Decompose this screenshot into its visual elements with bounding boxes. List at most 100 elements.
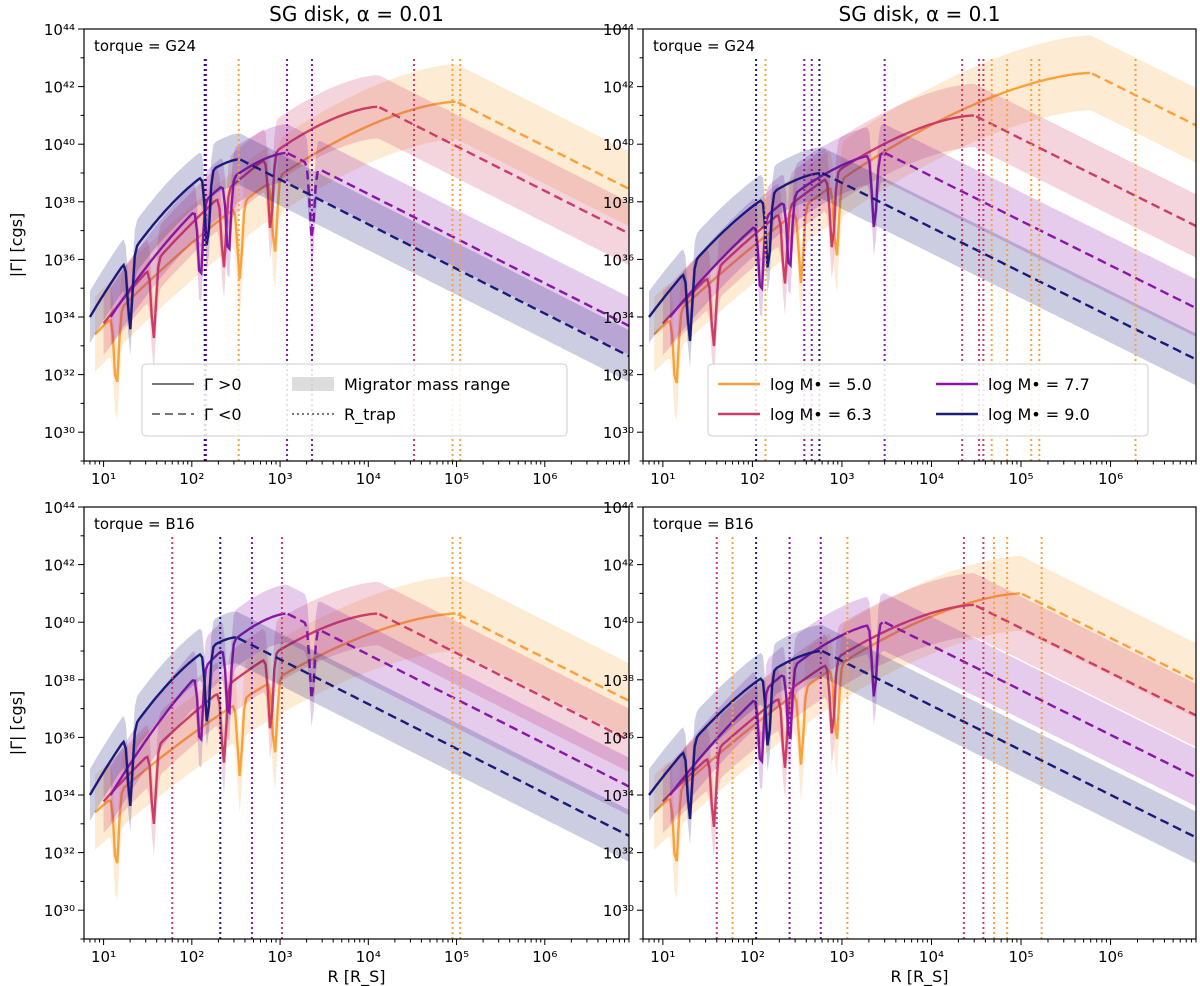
y-tick-label: 10⁴⁰ xyxy=(44,614,75,632)
y-tick-label: 10³⁰ xyxy=(603,424,634,442)
mass-band-3 xyxy=(110,584,629,824)
y-tick-label: 10⁴⁰ xyxy=(44,136,75,154)
series-line-negative-2 xyxy=(378,613,629,742)
chart-panel-4: 10¹ 10² 10³ 10⁴ 10⁵ 10⁶ 10³⁰ 10³² 10³⁴ 10³⁶ 10³⁸ 10… xyxy=(603,499,1197,986)
series-line-positive-4 xyxy=(88,158,239,330)
series-line-negative-2 xyxy=(975,604,1196,717)
plot-area xyxy=(648,537,1196,939)
y-tick-label: 10³⁸ xyxy=(603,194,634,212)
mass-band-3 xyxy=(670,593,1196,824)
axes-frame xyxy=(642,28,1197,462)
series-line-positive-3 xyxy=(109,151,286,318)
x-tick-label: 10² xyxy=(740,470,765,488)
x-tick-label: 10² xyxy=(740,948,765,966)
torque-annotation: torque = G24 xyxy=(653,37,755,55)
y-tick-label: 10³² xyxy=(44,367,75,385)
legend-line-styles: Γ >0 Γ <0 Migrator mass range R_trap xyxy=(141,363,568,437)
y-tick-label: 10⁴² xyxy=(44,79,75,97)
mass-band-4 xyxy=(649,147,1196,386)
series-line-negative-3 xyxy=(884,151,1196,310)
x-tick-label: 10⁵ xyxy=(444,948,469,966)
series-line-positive-1 xyxy=(94,612,456,864)
y-tick-label: 10³⁴ xyxy=(603,787,634,805)
series-line-positive-4 xyxy=(88,636,237,807)
legend-box xyxy=(141,363,568,437)
mass-band-2 xyxy=(103,581,629,856)
mass-band-3 xyxy=(110,124,629,355)
series-line-negative-3 xyxy=(287,612,629,788)
torque-annotation: torque = B16 xyxy=(94,515,195,533)
series-line-negative-1 xyxy=(457,101,629,190)
y-tick-label: 10⁴⁴ xyxy=(603,499,634,517)
y-tick-label: 10⁴⁴ xyxy=(44,499,75,517)
y-tick-label: 10³² xyxy=(603,367,634,385)
legend-masses: log M• = 5.0 log M• = 6.3 log M• = 7.7 log … xyxy=(707,363,1149,437)
legend-box xyxy=(707,363,1149,437)
x-tick-label: 10⁶ xyxy=(532,470,557,488)
x-tick-label: 10³ xyxy=(829,470,854,488)
series-line-negative-1 xyxy=(457,613,629,702)
series-line-positive-2 xyxy=(102,612,378,825)
x-axis-label: R [R_S] xyxy=(891,967,949,986)
x-tick-label: 10¹ xyxy=(650,948,675,966)
x-tick-label: 10³ xyxy=(268,470,293,488)
y-tick-label: 10⁴² xyxy=(44,557,75,575)
y-axis-label: |Γ| [cgs] xyxy=(7,691,26,756)
legend-label: Migrator mass range xyxy=(344,375,510,394)
x-tick-label: 10¹ xyxy=(91,948,116,966)
mass-band-1 xyxy=(95,576,629,901)
y-tick-label: 10³⁰ xyxy=(603,902,634,920)
y-tick-label: 10³⁴ xyxy=(603,309,634,327)
legend-label: log M• = 9.0 xyxy=(988,405,1090,424)
y-tick-label: 10³⁶ xyxy=(44,729,75,747)
x-tick-label: 10⁴ xyxy=(919,948,944,966)
x-tick-label: 10⁴ xyxy=(919,470,944,488)
x-tick-label: 10⁴ xyxy=(356,948,381,966)
legend-label: Γ <0 xyxy=(204,405,242,424)
mass-band-1 xyxy=(654,556,1196,899)
x-tick-label: 10⁶ xyxy=(1098,470,1123,488)
legend-label: log M• = 6.3 xyxy=(770,405,872,424)
series-line-negative-2 xyxy=(975,115,1196,228)
mass-band-3 xyxy=(670,124,1196,346)
chart-panel-1: 10¹ 10² 10³ 10⁴ 10⁵ 10⁶ 10³⁰ 10³² 10³⁴ 10³⁶ 10³⁸ 10… xyxy=(7,2,630,488)
series-line-negative-4 xyxy=(237,637,629,837)
x-tick-label: 10⁶ xyxy=(1098,948,1123,966)
y-tick-label: 10⁴² xyxy=(603,557,634,575)
series-line-negative-3 xyxy=(287,152,629,327)
x-tick-label: 10⁵ xyxy=(1008,470,1033,488)
y-tick-label: 10³⁶ xyxy=(603,251,634,269)
x-tick-label: 10³ xyxy=(268,948,293,966)
y-axis-label: |Γ| [cgs] xyxy=(7,213,26,278)
y-tick-label: 10³⁰ xyxy=(44,424,75,442)
chart-title: SG disk, α = 0.1 xyxy=(839,2,1001,26)
x-tick-label: 10⁴ xyxy=(356,470,381,488)
mass-band-2 xyxy=(103,75,629,370)
x-tick-label: 10² xyxy=(179,470,204,488)
mass-band-4 xyxy=(649,625,1196,864)
x-tick-label: 10¹ xyxy=(91,470,116,488)
chart-title: SG disk, α = 0.01 xyxy=(269,2,444,26)
series-line-positive-3 xyxy=(669,152,884,318)
x-axis-label: R [R_S] xyxy=(328,967,386,986)
mass-band-1 xyxy=(95,64,629,420)
series-line-negative-1 xyxy=(1021,592,1196,682)
legend-swatch xyxy=(292,377,334,391)
y-tick-label: 10³² xyxy=(603,845,634,863)
series-line-negative-4 xyxy=(239,158,629,358)
series-line-positive-4 xyxy=(648,171,821,342)
torque-annotation: torque = G24 xyxy=(94,37,196,55)
mass-band-2 xyxy=(662,573,1196,859)
legend-label: R_trap xyxy=(344,405,396,425)
series-line-positive-4 xyxy=(648,649,821,820)
x-tick-label: 10⁶ xyxy=(532,948,557,966)
axes-frame xyxy=(642,506,1197,940)
x-tick-label: 10⁵ xyxy=(1008,948,1033,966)
series-line-positive-1 xyxy=(653,71,1090,384)
y-tick-label: 10³² xyxy=(44,845,75,863)
y-tick-label: 10³⁶ xyxy=(603,729,634,747)
x-tick-label: 10³ xyxy=(829,948,854,966)
legend-label: log M• = 7.7 xyxy=(988,375,1090,394)
y-tick-label: 10³⁴ xyxy=(44,309,75,327)
